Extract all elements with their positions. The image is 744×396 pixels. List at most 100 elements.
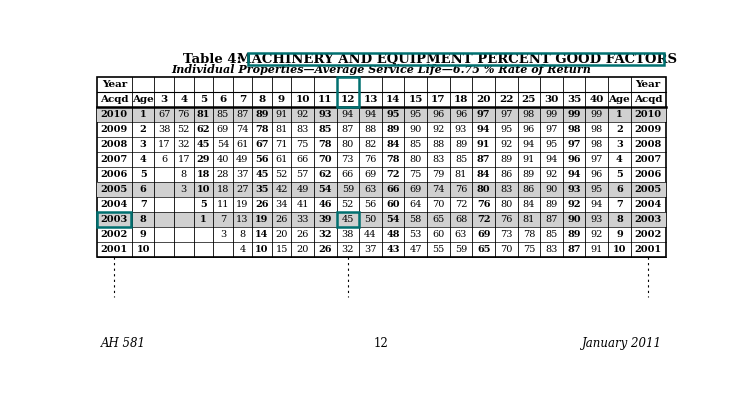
Text: 97: 97 (591, 155, 603, 164)
Bar (248, 53, 664, 65)
Text: 60: 60 (432, 230, 444, 239)
Text: MACHINERY AND EQUIPMENT PERCENT GOOD FACTORS: MACHINERY AND EQUIPMENT PERCENT GOOD FAC… (237, 53, 677, 66)
Text: 10: 10 (196, 185, 210, 194)
Text: 10: 10 (136, 245, 150, 254)
Text: 65: 65 (432, 215, 444, 224)
Text: 91: 91 (275, 110, 288, 119)
Text: 56: 56 (255, 155, 269, 164)
Text: 6: 6 (219, 95, 226, 104)
Text: 93: 93 (318, 110, 332, 119)
Text: 28: 28 (217, 170, 229, 179)
Text: 46: 46 (318, 200, 332, 209)
Text: 48: 48 (386, 230, 400, 239)
Text: 83: 83 (432, 155, 445, 164)
Text: 3: 3 (616, 140, 623, 149)
Text: 86: 86 (523, 185, 535, 194)
Text: 7: 7 (140, 200, 147, 209)
Text: 9: 9 (616, 230, 623, 239)
Text: 76: 76 (477, 200, 490, 209)
Text: 95: 95 (386, 110, 400, 119)
Text: 91: 91 (477, 140, 490, 149)
Text: 40: 40 (589, 95, 604, 104)
Text: 71: 71 (275, 140, 288, 149)
Text: 52: 52 (275, 170, 288, 179)
Text: 95: 95 (410, 110, 422, 119)
Text: 8: 8 (181, 170, 187, 179)
Text: Individual Properties—Average Service Life—6.75 % Rate of Return: Individual Properties—Average Service Li… (171, 64, 591, 74)
Text: 78: 78 (386, 155, 400, 164)
Text: 38: 38 (158, 125, 170, 134)
Text: 99: 99 (568, 110, 581, 119)
Text: 54: 54 (217, 140, 229, 149)
Text: 70: 70 (432, 200, 445, 209)
Text: 37: 37 (365, 245, 376, 254)
Text: 76: 76 (500, 215, 513, 224)
Text: 69: 69 (410, 185, 422, 194)
Text: 97: 97 (545, 125, 558, 134)
Text: 68: 68 (455, 215, 467, 224)
Text: 27: 27 (236, 185, 248, 194)
Text: 83: 83 (545, 245, 558, 254)
Text: Acqd: Acqd (100, 95, 129, 104)
Text: 35: 35 (567, 95, 581, 104)
Text: 53: 53 (410, 230, 422, 239)
Text: 9: 9 (278, 95, 285, 104)
Text: 85: 85 (217, 110, 229, 119)
Text: 5: 5 (140, 170, 147, 179)
Text: 45: 45 (341, 215, 354, 224)
Text: 96: 96 (568, 155, 581, 164)
Text: 75: 75 (296, 140, 309, 149)
Text: 61: 61 (237, 140, 248, 149)
Bar (337, 212, 359, 227)
Text: 75: 75 (523, 245, 535, 254)
Text: 7: 7 (239, 95, 246, 104)
Text: 84: 84 (477, 170, 490, 179)
Text: 74: 74 (236, 125, 248, 134)
Text: 82: 82 (365, 140, 376, 149)
Text: 2003: 2003 (100, 215, 128, 224)
Text: 61: 61 (275, 155, 288, 164)
Text: 39: 39 (318, 215, 332, 224)
Text: 3: 3 (219, 230, 226, 239)
Text: 94: 94 (365, 110, 376, 119)
Text: 56: 56 (365, 200, 376, 209)
Text: 26: 26 (255, 200, 269, 209)
Text: 78: 78 (318, 140, 332, 149)
Text: 85: 85 (410, 140, 422, 149)
Text: 70: 70 (500, 245, 513, 254)
Text: 59: 59 (341, 185, 354, 194)
Text: 3: 3 (161, 95, 168, 104)
Text: 81: 81 (196, 110, 210, 119)
Text: Year: Year (635, 80, 661, 89)
Text: 32: 32 (318, 230, 332, 239)
Text: 2010: 2010 (100, 110, 128, 119)
Text: 41: 41 (296, 200, 309, 209)
Text: 99: 99 (545, 110, 558, 119)
Text: AH 581: AH 581 (100, 337, 146, 350)
Text: 87: 87 (237, 110, 248, 119)
Text: 79: 79 (432, 170, 445, 179)
Text: 14: 14 (255, 230, 269, 239)
Text: 94: 94 (341, 110, 354, 119)
Text: 63: 63 (455, 230, 467, 239)
Text: 2004: 2004 (100, 200, 128, 209)
Text: 89: 89 (255, 110, 269, 119)
Text: 95: 95 (500, 125, 513, 134)
Text: 52: 52 (341, 200, 354, 209)
Text: 97: 97 (568, 140, 581, 149)
Text: 93: 93 (568, 185, 581, 194)
Text: 2010: 2010 (635, 110, 662, 119)
Text: 2: 2 (140, 125, 147, 134)
Text: 92: 92 (500, 140, 513, 149)
Text: 69: 69 (477, 230, 490, 239)
Text: 84: 84 (523, 200, 535, 209)
Text: 38: 38 (341, 230, 354, 239)
Text: 50: 50 (365, 215, 376, 224)
Text: 58: 58 (410, 215, 422, 224)
Text: 8: 8 (240, 230, 246, 239)
Text: 30: 30 (545, 95, 559, 104)
Text: 96: 96 (591, 170, 603, 179)
Text: 32: 32 (341, 245, 354, 254)
Text: 80: 80 (500, 200, 513, 209)
Text: Age: Age (132, 95, 154, 104)
